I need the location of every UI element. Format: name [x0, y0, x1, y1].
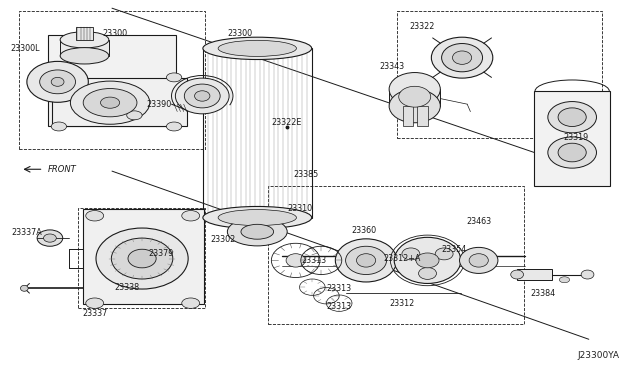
Bar — [19, 11, 205, 149]
Text: 23322: 23322 — [410, 22, 435, 31]
Text: 23312: 23312 — [389, 299, 415, 308]
Ellipse shape — [469, 254, 488, 267]
Ellipse shape — [51, 73, 67, 82]
Ellipse shape — [548, 137, 596, 168]
Ellipse shape — [70, 81, 150, 124]
Ellipse shape — [218, 40, 296, 57]
Text: 23310: 23310 — [287, 204, 312, 213]
Text: 23385: 23385 — [293, 170, 319, 179]
Text: 23463: 23463 — [466, 217, 492, 226]
Ellipse shape — [389, 73, 440, 106]
Text: 23300: 23300 — [227, 29, 253, 38]
Ellipse shape — [37, 230, 63, 246]
Text: 23384: 23384 — [530, 289, 556, 298]
Ellipse shape — [182, 211, 200, 221]
Text: 23343: 23343 — [379, 62, 404, 71]
Ellipse shape — [127, 111, 142, 120]
Bar — [60, 40, 109, 56]
Ellipse shape — [51, 122, 67, 131]
Ellipse shape — [419, 267, 436, 279]
Ellipse shape — [218, 209, 296, 226]
Ellipse shape — [60, 32, 109, 48]
Ellipse shape — [559, 277, 570, 283]
Text: 23354: 23354 — [442, 245, 467, 254]
Text: 23322E: 23322E — [271, 118, 302, 127]
Ellipse shape — [20, 285, 28, 291]
Ellipse shape — [431, 37, 493, 78]
Ellipse shape — [182, 298, 200, 308]
Text: FRONT: FRONT — [48, 165, 77, 174]
Ellipse shape — [435, 248, 453, 260]
Text: 23337: 23337 — [82, 309, 108, 318]
Ellipse shape — [286, 254, 305, 267]
Ellipse shape — [86, 298, 104, 308]
Ellipse shape — [558, 108, 586, 126]
Bar — [389, 89, 440, 106]
Ellipse shape — [166, 73, 182, 82]
Ellipse shape — [241, 224, 274, 239]
Ellipse shape — [44, 234, 56, 242]
Text: 23390: 23390 — [146, 100, 172, 109]
Ellipse shape — [460, 247, 498, 273]
Ellipse shape — [389, 89, 440, 123]
Ellipse shape — [399, 86, 431, 107]
Text: J23300YA: J23300YA — [577, 351, 620, 360]
Ellipse shape — [511, 270, 524, 279]
Text: 23300: 23300 — [102, 29, 128, 38]
Bar — [83, 209, 204, 304]
Text: 23312+A: 23312+A — [383, 254, 420, 263]
Ellipse shape — [111, 238, 173, 279]
Bar — [417, 106, 428, 126]
Text: 23313: 23313 — [301, 256, 326, 265]
Ellipse shape — [356, 254, 376, 267]
Bar — [517, 269, 552, 280]
Text: 23319: 23319 — [563, 133, 589, 142]
Bar — [403, 106, 413, 126]
Ellipse shape — [86, 211, 104, 221]
Text: 23313: 23313 — [326, 284, 352, 293]
Ellipse shape — [195, 91, 210, 101]
Text: 23338: 23338 — [114, 283, 140, 292]
Ellipse shape — [96, 228, 188, 289]
Text: 23302: 23302 — [210, 235, 236, 244]
Ellipse shape — [558, 143, 586, 162]
Ellipse shape — [100, 97, 120, 108]
Ellipse shape — [175, 78, 229, 114]
Ellipse shape — [83, 89, 137, 117]
Bar — [78, 208, 205, 308]
Text: 23360: 23360 — [351, 226, 376, 235]
Ellipse shape — [203, 206, 312, 229]
Text: 23313: 23313 — [326, 302, 352, 311]
Ellipse shape — [203, 37, 312, 60]
Ellipse shape — [548, 102, 596, 133]
Ellipse shape — [402, 248, 420, 260]
Ellipse shape — [60, 48, 109, 64]
Ellipse shape — [452, 51, 472, 64]
Ellipse shape — [394, 237, 461, 283]
Ellipse shape — [346, 246, 387, 275]
Ellipse shape — [581, 270, 594, 279]
Bar — [52, 78, 187, 126]
Ellipse shape — [51, 77, 64, 86]
Ellipse shape — [166, 122, 182, 131]
Bar — [397, 11, 602, 138]
Bar — [268, 186, 524, 324]
Ellipse shape — [40, 70, 76, 94]
Ellipse shape — [416, 253, 439, 268]
Ellipse shape — [335, 239, 397, 282]
Text: 23337A: 23337A — [12, 228, 42, 237]
Ellipse shape — [227, 218, 287, 246]
Text: 23379: 23379 — [148, 249, 174, 258]
Ellipse shape — [128, 249, 156, 268]
Ellipse shape — [442, 44, 483, 72]
Ellipse shape — [184, 84, 220, 108]
Bar — [534, 91, 610, 186]
Bar — [48, 35, 176, 126]
Ellipse shape — [27, 61, 88, 102]
Text: 23300L: 23300L — [11, 44, 40, 53]
Bar — [76, 27, 93, 40]
